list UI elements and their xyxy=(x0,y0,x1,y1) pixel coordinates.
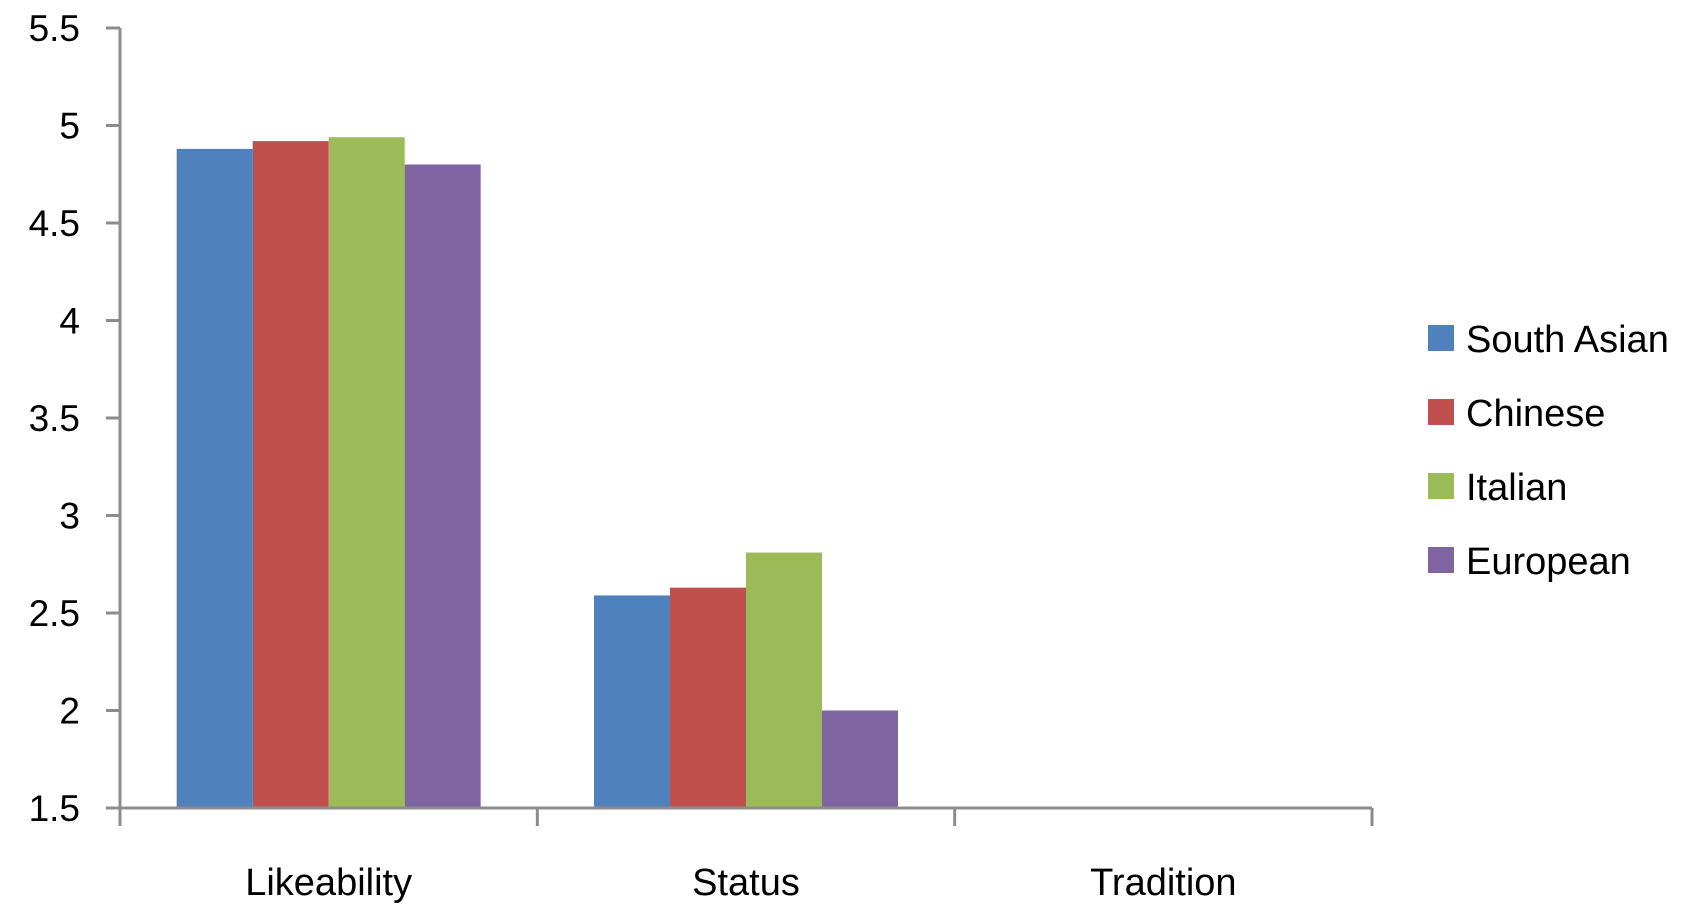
bar-italian-likeability xyxy=(328,137,405,808)
legend: South Asian Chinese Italian European xyxy=(1428,319,1669,583)
y-tick-label: 4 xyxy=(59,301,80,342)
y-tick-label: 2.5 xyxy=(29,593,80,634)
legend-item-european: European xyxy=(1428,541,1631,583)
x-category-label: Status xyxy=(692,862,800,903)
legend-swatch xyxy=(1428,547,1454,573)
legend-item-south-asian: South Asian xyxy=(1428,319,1669,361)
legend-swatch xyxy=(1428,473,1454,499)
x-category-label: Likeability xyxy=(245,862,412,903)
legend-swatch xyxy=(1428,325,1454,351)
y-tick-label: 5.5 xyxy=(29,8,80,49)
legend-label: Chinese xyxy=(1466,393,1605,435)
axes-layer xyxy=(106,26,1374,826)
bar-european-likeability xyxy=(404,164,481,808)
bar-chinese-status xyxy=(670,587,746,808)
bar-italian-status xyxy=(746,552,822,808)
y-tick-label: 3.5 xyxy=(29,398,80,439)
y-tick-label: 5 xyxy=(59,106,80,147)
legend-label: Italian xyxy=(1466,467,1567,509)
y-tick-label: 2 xyxy=(59,691,80,732)
legend-item-chinese: Chinese xyxy=(1428,393,1605,435)
y-tick-label: 1.5 xyxy=(29,788,80,829)
bar-chinese-likeability xyxy=(252,141,329,809)
legend-swatch xyxy=(1428,399,1454,425)
legend-label: European xyxy=(1466,541,1631,583)
bar-european-status xyxy=(822,710,898,808)
labels-layer: 1.5 2 2.5 3 3.5 4 4.5 5 5.5 Likeability Status Trad… xyxy=(29,8,1237,904)
y-tick-label: 4.5 xyxy=(29,203,80,244)
legend-label: South Asian xyxy=(1466,319,1669,361)
bar-south-asian-likeability xyxy=(176,148,253,808)
y-tick-label: 3 xyxy=(59,496,80,537)
bar-south-asian-status xyxy=(594,595,670,808)
legend-item-italian: Italian xyxy=(1428,467,1567,509)
x-category-label: Tradition xyxy=(1090,862,1236,903)
bars-layer xyxy=(176,137,898,809)
